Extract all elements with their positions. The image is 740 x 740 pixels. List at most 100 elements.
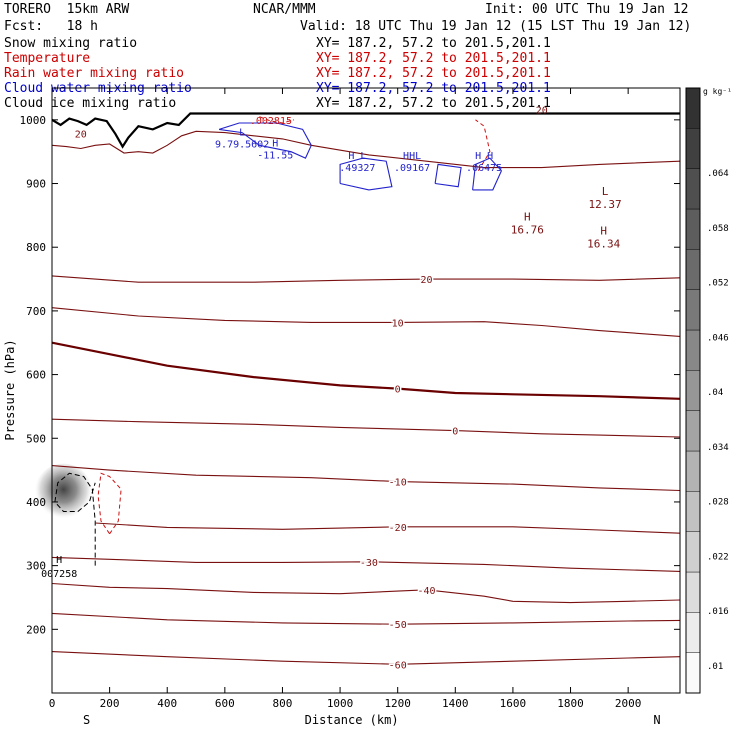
legend-cloud-ice-xy: XY= 187.2, 57.2 to 201.5,201.1 (316, 96, 551, 111)
isotherm-label: 10 (392, 318, 404, 329)
legend-rain-label: Rain water mixing ratio (4, 66, 185, 81)
y-axis-label: Pressure (hPa) (3, 339, 17, 440)
colorbar-segment (685, 450, 701, 492)
colorbar-segment (685, 128, 701, 169)
colorbar-tick-label: .052 (707, 279, 729, 289)
x-tick-label: 200 (100, 697, 120, 710)
x-axis-end-label-south: S (83, 713, 90, 727)
colorbar-tick-label: .046 (707, 333, 729, 343)
x-tick-label: 0 (49, 697, 56, 710)
x-tick-label: 1800 (557, 697, 584, 710)
isotherm-line (51, 612, 681, 625)
terrain-line (51, 112, 680, 149)
cloud-water-extremum-value: .49327 (339, 163, 375, 174)
y-tick-label: 1000 (20, 114, 47, 127)
colorbar-segment (685, 612, 701, 653)
x-tick-label: 800 (273, 697, 293, 710)
isotherm-label: -60 (389, 660, 407, 671)
isotherm-label: 0 (452, 427, 458, 438)
cloud-water-extremum-letter: L (239, 128, 245, 139)
y-tick-label: 900 (26, 178, 46, 191)
cloud-water-extremum-letter: HHL (403, 151, 421, 162)
colorbar-segment (685, 410, 701, 452)
colorbar-segment (685, 370, 701, 411)
cloud-ice-contour (54, 472, 96, 566)
isotherm-line (51, 418, 681, 438)
x-tick-label: 600 (215, 697, 235, 710)
isotherm-line (95, 522, 681, 534)
y-tick-label: 200 (26, 623, 46, 636)
cloud-water-contour (434, 163, 462, 188)
isotherm-label: -10 (389, 478, 407, 489)
cloud-water-extremum-value: .09167 (394, 163, 430, 174)
cloud-water-contour (339, 157, 393, 191)
x-tick-label: 1000 (327, 697, 354, 710)
legend-rain-xy: XY= 187.2, 57.2 to 201.5,201.1 (316, 66, 551, 81)
valid-time: Valid: 18 UTC Thu 19 Jan 12 (15 LST Thu … (300, 19, 692, 34)
isotherm-label: 20 (420, 275, 432, 286)
plot-frame (51, 87, 681, 694)
y-tick-label: 700 (26, 305, 46, 318)
x-tick-label: 1200 (384, 697, 411, 710)
colorbar-tick-label: .022 (707, 552, 729, 562)
colorbar-segment (685, 168, 701, 210)
surface-isotherm-line (51, 130, 681, 169)
colorbar-tick-label: .064 (707, 169, 729, 179)
rain-water-contour (259, 116, 295, 124)
y-tick-label: 600 (26, 369, 46, 382)
snow-mixing-ratio-shading (34, 463, 93, 522)
x-tick-label: 2000 (615, 697, 642, 710)
temperature-extremum-letter: H (524, 210, 531, 223)
temperature-extremum-letter: H (600, 224, 607, 237)
legend-snow-label: Snow mixing ratio (4, 36, 138, 51)
colorbar-tick-label: .016 (707, 607, 729, 617)
y-tick-label: 800 (26, 241, 46, 254)
y-tick-label: 500 (26, 432, 46, 445)
x-tick-label: 400 (157, 697, 177, 710)
temperature-extremum-value: 16.76 (511, 223, 544, 236)
temperature-extremum-value: 12.37 (589, 198, 622, 211)
colorbar-segment (685, 531, 701, 573)
org-title: NCAR/MMM (253, 2, 316, 17)
temperature-extremum-letter: L (602, 185, 609, 198)
isotherm-line (51, 307, 681, 337)
isotherm-line (51, 275, 681, 283)
cloud-water-extremum-letter: H L (348, 151, 366, 162)
legend-cloud-ice-label: Cloud ice mixing ratio (4, 96, 177, 111)
colorbar-segment (685, 329, 701, 371)
colorbar-segment (685, 289, 701, 331)
isotherm-label: 20 (75, 130, 87, 141)
isotherm-line (51, 465, 681, 492)
colorbar-tick-label: .028 (707, 498, 729, 508)
rain-water-extremum-value: .002815 (250, 116, 292, 127)
colorbar-units: g kg⁻¹ (703, 87, 732, 96)
x-axis-label: Distance (km) (305, 713, 399, 727)
cloud-water-extremum-value: .06475 (466, 163, 502, 174)
forecast-hour: Fcst: 18 h (4, 19, 98, 34)
cloud-water-contour (472, 157, 503, 191)
isotherm-label: -20 (389, 523, 407, 534)
legend-snow-xy: XY= 187.2, 57.2 to 201.5,201.1 (316, 36, 551, 51)
colorbar-tick-label: .01 (707, 662, 723, 672)
isotherm-label: -30 (360, 558, 378, 569)
colorbar-segment (685, 249, 701, 290)
legend-temperature-label: Temperature (4, 51, 91, 66)
colorbar-tick-label: .058 (707, 224, 729, 234)
colorbar-tick-label: .04 (707, 388, 723, 398)
temperature-extremum-value: 16.34 (587, 237, 620, 250)
y-tick-label: 400 (26, 496, 46, 509)
cloud-water-extremum-letter: H H (475, 151, 493, 162)
init-time: Init: 00 UTC Thu 19 Jan 12 (485, 2, 689, 17)
cloud-water-contour (218, 122, 312, 159)
colorbar-segment (685, 491, 701, 532)
colorbar-segment (685, 87, 701, 129)
cloud-water-extremum-value: 9.79.5602 (215, 140, 269, 151)
isotherm-line (51, 341, 681, 400)
isotherm-label: -50 (389, 620, 407, 631)
rain-water-contour (475, 119, 491, 172)
colorbar-segment (685, 571, 701, 613)
isotherm-label: 0 (395, 385, 401, 396)
x-tick-label: 1400 (442, 697, 469, 710)
legend-temperature-xy: XY= 187.2, 57.2 to 201.5,201.1 (316, 51, 551, 66)
